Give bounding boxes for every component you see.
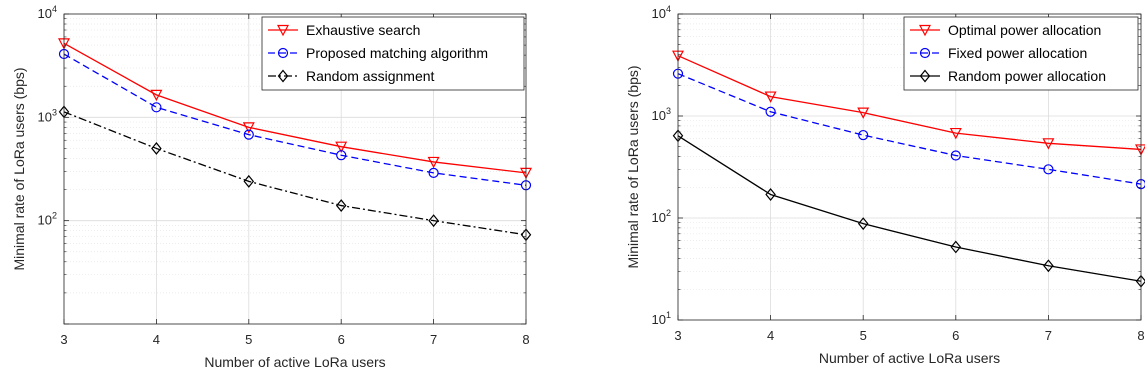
y-tick-label: 104 — [38, 4, 57, 21]
legend-label: Proposed matching algorithm — [306, 45, 488, 61]
x-tick-label: 6 — [952, 328, 959, 343]
legend: Optimal power allocation Fixed power allo… — [903, 16, 1139, 91]
data-point — [151, 102, 162, 113]
data-point — [858, 129, 869, 141]
x-tick-label: 4 — [767, 328, 774, 343]
series-line — [63, 53, 527, 186]
series-line — [677, 73, 1142, 185]
legend-marker — [919, 24, 931, 37]
data-point — [428, 167, 439, 178]
data-point — [243, 129, 254, 140]
data-point — [151, 141, 162, 155]
data-point — [1043, 259, 1054, 273]
data-point — [242, 122, 255, 134]
y-tick-label: 104 — [652, 4, 671, 21]
y-tick-label: 102 — [652, 208, 671, 225]
legend-marker — [277, 24, 289, 37]
y-tick-label: 103 — [38, 107, 57, 124]
x-tick-label: 8 — [1137, 328, 1144, 343]
x-tick-label: 7 — [1045, 328, 1052, 343]
chart-2: 3 4 5 6 7 8 101 102 103 104 Number of active LoRa … — [625, 4, 1145, 366]
legend-label: Fixed power allocation — [948, 45, 1087, 61]
data-point — [857, 217, 869, 231]
legend-box — [261, 16, 525, 91]
x-tick-label: 7 — [430, 332, 437, 347]
data-point — [949, 127, 962, 140]
x-tick-label: 3 — [60, 332, 67, 347]
data-point — [150, 89, 163, 102]
x-tick-label: 6 — [338, 332, 345, 347]
legend-label: Random power allocation — [948, 68, 1106, 84]
data-point — [336, 150, 347, 161]
y-tick-label: 102 — [38, 211, 57, 228]
x-tick-label: 4 — [153, 332, 160, 347]
axes-box — [677, 13, 1142, 321]
data-point — [950, 150, 961, 161]
x-tick-label: 5 — [860, 328, 867, 343]
data-point — [765, 188, 776, 201]
x-axis-label: Number of active LoRa users — [819, 350, 1000, 366]
legend-marker — [919, 69, 931, 83]
y-axis-label: Minimal rate of LoRa users (bps) — [625, 65, 641, 268]
series-line — [63, 111, 527, 236]
chart-1: 3 4 5 6 7 8 102 103 104 Number of active LoRa use… — [11, 4, 532, 370]
legend-marker — [277, 69, 289, 83]
legend-marker — [919, 47, 931, 59]
data-point — [764, 91, 777, 103]
data-point — [335, 141, 348, 153]
data-point — [1043, 164, 1054, 175]
legend: Exhaustive search Proposed matching algor… — [261, 16, 525, 91]
legend-label: Optimal power allocation — [948, 22, 1101, 38]
x-tick-label: 3 — [674, 328, 681, 343]
series-3 — [58, 105, 532, 242]
legend-label: Random assignment — [306, 68, 435, 84]
series-line — [677, 135, 1142, 282]
x-tick-label: 8 — [522, 332, 529, 347]
data-point — [857, 107, 870, 119]
axes-box — [63, 13, 527, 325]
y-tick-label: 101 — [652, 310, 671, 327]
series-line — [677, 55, 1142, 151]
data-point — [1042, 138, 1055, 150]
series-line — [63, 42, 527, 174]
data-point — [765, 106, 776, 117]
data-point — [243, 174, 255, 188]
data-point — [428, 214, 439, 228]
data-point — [335, 199, 347, 213]
y-axis-label: Minimal rate of LoRa users (bps) — [11, 67, 27, 270]
legend-label: Exhaustive search — [306, 22, 420, 38]
y-tick-label: 103 — [652, 106, 671, 123]
data-point — [950, 240, 962, 254]
legend-box — [903, 16, 1139, 91]
x-axis-label: Number of active LoRa users — [204, 354, 385, 370]
data-point — [427, 156, 440, 169]
legend-marker — [277, 47, 289, 59]
x-tick-label: 5 — [245, 332, 252, 347]
